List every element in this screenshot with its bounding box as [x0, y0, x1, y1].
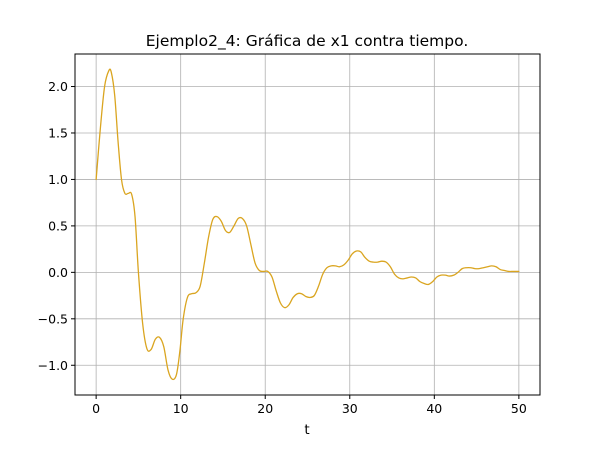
series-layer [95, 68, 520, 381]
x-tick-label: 10 [173, 401, 189, 416]
y-tick-label: 0.5 [48, 218, 68, 233]
x-tick-label: 50 [511, 401, 527, 416]
y-tick-label: −1.0 [38, 358, 68, 373]
y-tick-label: 0.0 [48, 265, 68, 280]
plot-area-frame [74, 53, 541, 396]
y-tick-label: 2.0 [48, 79, 68, 94]
y-tick-label: 1.5 [48, 125, 68, 140]
x-axis-label: t [304, 422, 309, 438]
x-tick-label: 30 [342, 401, 358, 416]
y-tick-label: 1.0 [48, 172, 68, 187]
x-tick-label: 40 [426, 401, 442, 416]
x-tick-label: 0 [92, 401, 100, 416]
series-line-x1 [95, 68, 520, 381]
x-tick-label: 20 [257, 401, 273, 416]
chart-title: Ejemplo2_4: Gráfica de x1 contra tiempo. [146, 32, 469, 51]
y-tick-label: −0.5 [38, 311, 68, 326]
grid-lines [75, 54, 540, 395]
axis-tick-labels: 0 10 20 30 40 50 −1.0 −0.5 0.0 0.5 1.0 1.5 2.0 [38, 79, 527, 416]
axis-ticks [71, 86, 520, 399]
